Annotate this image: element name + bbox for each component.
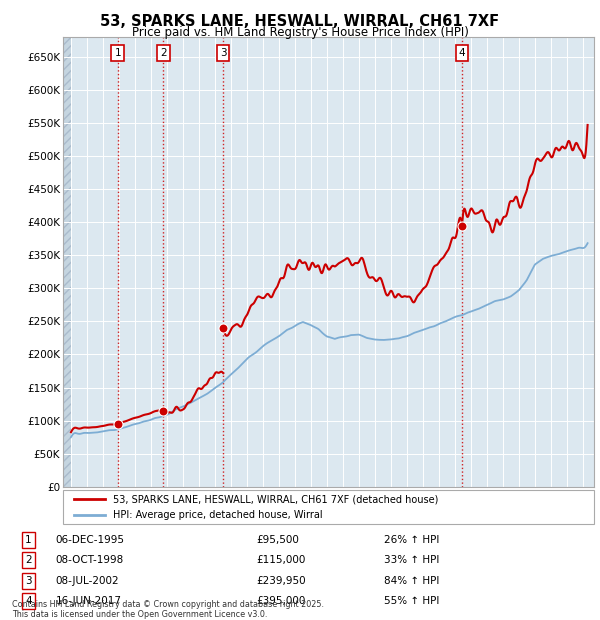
- Text: Price paid vs. HM Land Registry's House Price Index (HPI): Price paid vs. HM Land Registry's House …: [131, 26, 469, 39]
- Text: 55% ↑ HPI: 55% ↑ HPI: [385, 596, 440, 606]
- Text: 4: 4: [25, 596, 32, 606]
- Text: 2: 2: [160, 48, 167, 58]
- Text: 2: 2: [25, 556, 32, 565]
- Text: 26% ↑ HPI: 26% ↑ HPI: [385, 535, 440, 545]
- Text: 1: 1: [115, 48, 121, 58]
- Text: £239,950: £239,950: [256, 575, 306, 586]
- Text: 53, SPARKS LANE, HESWALL, WIRRAL, CH61 7XF: 53, SPARKS LANE, HESWALL, WIRRAL, CH61 7…: [100, 14, 500, 29]
- Text: 53, SPARKS LANE, HESWALL, WIRRAL, CH61 7XF (detached house): 53, SPARKS LANE, HESWALL, WIRRAL, CH61 7…: [113, 494, 439, 504]
- Text: £95,500: £95,500: [256, 535, 299, 545]
- Text: 33% ↑ HPI: 33% ↑ HPI: [385, 556, 440, 565]
- Bar: [63, 37, 71, 487]
- Text: 1: 1: [25, 535, 32, 545]
- Text: HPI: Average price, detached house, Wirral: HPI: Average price, detached house, Wirr…: [113, 510, 323, 520]
- Text: 08-OCT-1998: 08-OCT-1998: [56, 556, 124, 565]
- Text: £115,000: £115,000: [256, 556, 306, 565]
- Text: 4: 4: [459, 48, 466, 58]
- Text: 3: 3: [25, 575, 32, 586]
- FancyBboxPatch shape: [63, 490, 594, 524]
- Text: 06-DEC-1995: 06-DEC-1995: [56, 535, 125, 545]
- Text: £395,000: £395,000: [256, 596, 306, 606]
- Text: 16-JUN-2017: 16-JUN-2017: [56, 596, 122, 606]
- Text: 08-JUL-2002: 08-JUL-2002: [56, 575, 119, 586]
- Text: 84% ↑ HPI: 84% ↑ HPI: [385, 575, 440, 586]
- Text: 3: 3: [220, 48, 227, 58]
- Text: Contains HM Land Registry data © Crown copyright and database right 2025.
This d: Contains HM Land Registry data © Crown c…: [12, 600, 324, 619]
